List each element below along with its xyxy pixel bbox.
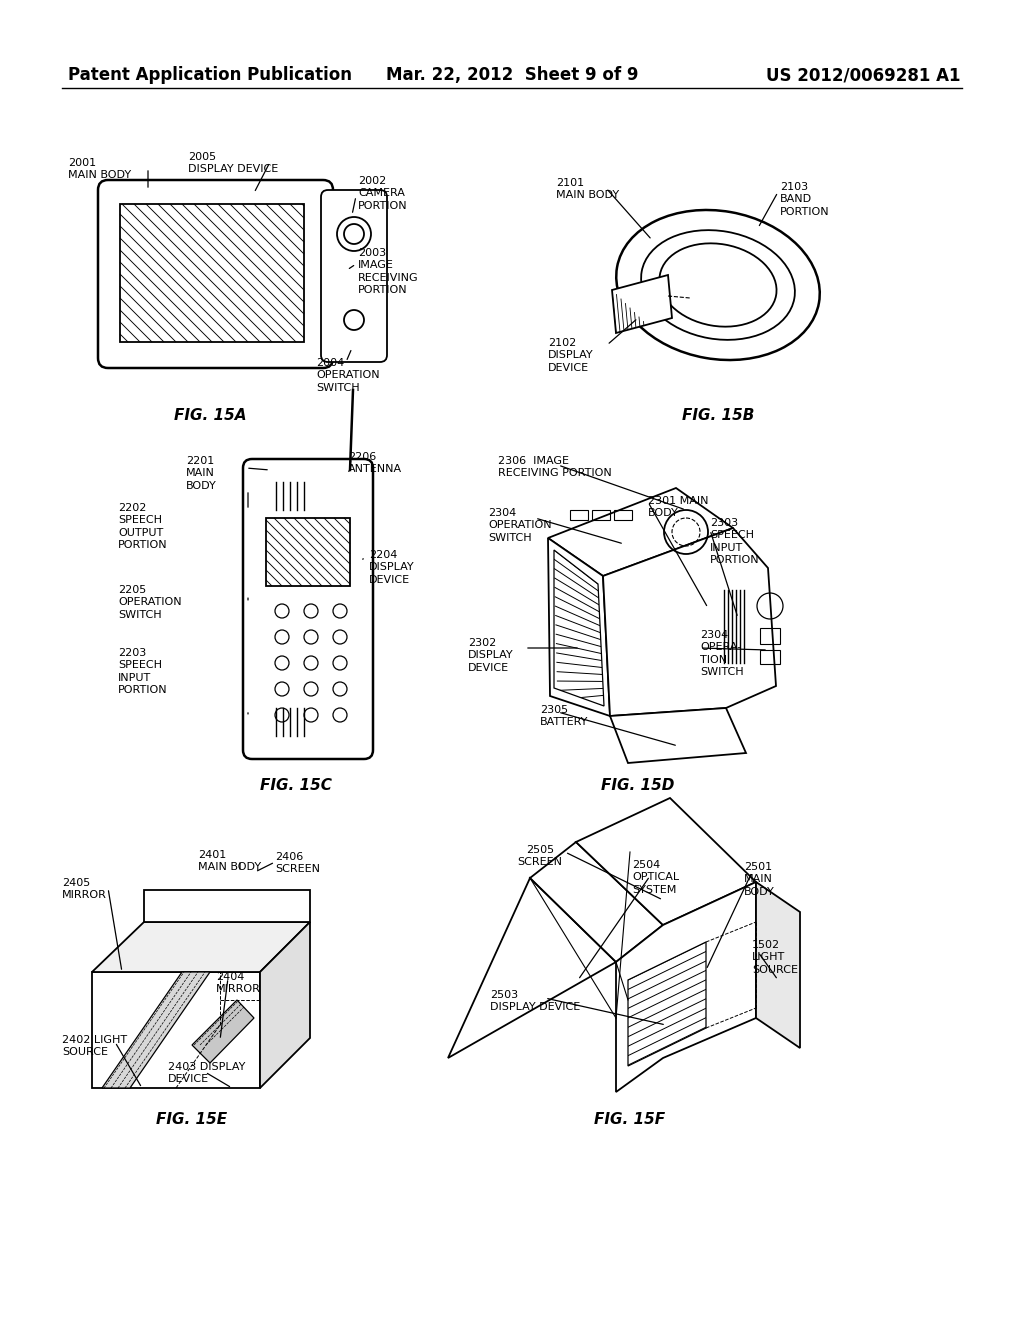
Bar bbox=[120, 205, 304, 342]
Text: 2102
DISPLAY
DEVICE: 2102 DISPLAY DEVICE bbox=[548, 338, 594, 372]
Polygon shape bbox=[144, 890, 310, 921]
Polygon shape bbox=[612, 275, 672, 333]
Polygon shape bbox=[554, 550, 604, 706]
Polygon shape bbox=[260, 921, 310, 1088]
Text: 2206
ANTENNA: 2206 ANTENNA bbox=[348, 451, 402, 474]
Polygon shape bbox=[449, 878, 616, 1059]
Polygon shape bbox=[193, 1001, 254, 1063]
Text: 2002
CAMERA
PORTION: 2002 CAMERA PORTION bbox=[358, 176, 408, 211]
Text: Mar. 22, 2012  Sheet 9 of 9: Mar. 22, 2012 Sheet 9 of 9 bbox=[386, 66, 638, 84]
Text: 2004
OPERATION
SWITCH: 2004 OPERATION SWITCH bbox=[316, 358, 380, 393]
Text: 2204
DISPLAY
DEVICE: 2204 DISPLAY DEVICE bbox=[369, 550, 415, 585]
Text: 2303
SPEECH
INPUT
PORTION: 2303 SPEECH INPUT PORTION bbox=[710, 517, 760, 565]
Polygon shape bbox=[530, 842, 663, 962]
Text: 2202
SPEECH
OUTPUT
PORTION: 2202 SPEECH OUTPUT PORTION bbox=[118, 503, 168, 550]
Text: FIG. 15C: FIG. 15C bbox=[260, 777, 332, 793]
Polygon shape bbox=[756, 882, 800, 1048]
Text: 2304
OPERATION
SWITCH: 2304 OPERATION SWITCH bbox=[488, 508, 552, 543]
Text: 2203
SPEECH
INPUT
PORTION: 2203 SPEECH INPUT PORTION bbox=[118, 648, 168, 696]
Polygon shape bbox=[610, 708, 746, 763]
Bar bbox=[760, 649, 780, 664]
Bar bbox=[760, 628, 780, 644]
Polygon shape bbox=[548, 539, 610, 715]
Bar bbox=[266, 517, 350, 586]
Text: 2401
MAIN BODY: 2401 MAIN BODY bbox=[198, 850, 261, 873]
Text: 2503
DISPLAY DEVICE: 2503 DISPLAY DEVICE bbox=[490, 990, 581, 1012]
Polygon shape bbox=[575, 799, 756, 925]
Text: 2405
MIRROR: 2405 MIRROR bbox=[62, 878, 106, 900]
Polygon shape bbox=[616, 882, 756, 1092]
Text: 2406
SCREEN: 2406 SCREEN bbox=[275, 851, 319, 874]
Text: 2103
BAND
PORTION: 2103 BAND PORTION bbox=[780, 182, 829, 216]
Text: 2504
OPTICAL
SYSTEM: 2504 OPTICAL SYSTEM bbox=[632, 861, 679, 895]
Text: 2205
OPERATION
SWITCH: 2205 OPERATION SWITCH bbox=[118, 585, 181, 620]
Ellipse shape bbox=[641, 230, 795, 339]
Text: 2101
MAIN BODY: 2101 MAIN BODY bbox=[556, 178, 620, 201]
Text: 2001
MAIN BODY: 2001 MAIN BODY bbox=[68, 158, 131, 181]
Polygon shape bbox=[92, 921, 310, 972]
Polygon shape bbox=[628, 942, 706, 1067]
Polygon shape bbox=[603, 528, 776, 715]
Text: 1502
LIGHT
SOURCE: 1502 LIGHT SOURCE bbox=[752, 940, 798, 974]
FancyBboxPatch shape bbox=[243, 459, 373, 759]
Text: US 2012/0069281 A1: US 2012/0069281 A1 bbox=[766, 66, 961, 84]
Text: 2201
MAIN
BODY: 2201 MAIN BODY bbox=[186, 455, 217, 491]
Text: FIG. 15B: FIG. 15B bbox=[682, 408, 755, 422]
Bar bbox=[570, 510, 588, 520]
Text: 2306  IMAGE
RECEIVING PORTION: 2306 IMAGE RECEIVING PORTION bbox=[498, 455, 611, 478]
Text: 2501
MAIN
BODY: 2501 MAIN BODY bbox=[744, 862, 775, 896]
Text: 2304
OPERA-
TION
SWITCH: 2304 OPERA- TION SWITCH bbox=[700, 630, 743, 677]
Text: 2402 LIGHT
SOURCE: 2402 LIGHT SOURCE bbox=[62, 1035, 127, 1057]
Text: 2301 MAIN
BODY: 2301 MAIN BODY bbox=[648, 496, 709, 519]
Text: FIG. 15E: FIG. 15E bbox=[157, 1111, 227, 1127]
Text: FIG. 15F: FIG. 15F bbox=[595, 1111, 666, 1127]
Text: 2305
BATTERY: 2305 BATTERY bbox=[540, 705, 589, 727]
Text: FIG. 15A: FIG. 15A bbox=[174, 408, 246, 422]
Bar bbox=[592, 510, 610, 520]
Text: FIG. 15D: FIG. 15D bbox=[601, 777, 675, 793]
Polygon shape bbox=[92, 972, 260, 1088]
Text: 2302
DISPLAY
DEVICE: 2302 DISPLAY DEVICE bbox=[468, 638, 514, 673]
Text: 2404
MIRROR: 2404 MIRROR bbox=[216, 972, 261, 994]
Text: 2403 DISPLAY
DEVICE: 2403 DISPLAY DEVICE bbox=[168, 1063, 246, 1085]
FancyBboxPatch shape bbox=[321, 190, 387, 362]
Bar bbox=[614, 510, 632, 520]
FancyBboxPatch shape bbox=[98, 180, 333, 368]
Text: 2005
DISPLAY DEVICE: 2005 DISPLAY DEVICE bbox=[188, 152, 279, 174]
Polygon shape bbox=[102, 972, 210, 1088]
Ellipse shape bbox=[616, 210, 820, 360]
Text: 2003
IMAGE
RECEIVING
PORTION: 2003 IMAGE RECEIVING PORTION bbox=[358, 248, 419, 296]
Text: Patent Application Publication: Patent Application Publication bbox=[68, 66, 352, 84]
Text: 2505
SCREEN: 2505 SCREEN bbox=[517, 845, 562, 867]
Polygon shape bbox=[548, 488, 733, 576]
